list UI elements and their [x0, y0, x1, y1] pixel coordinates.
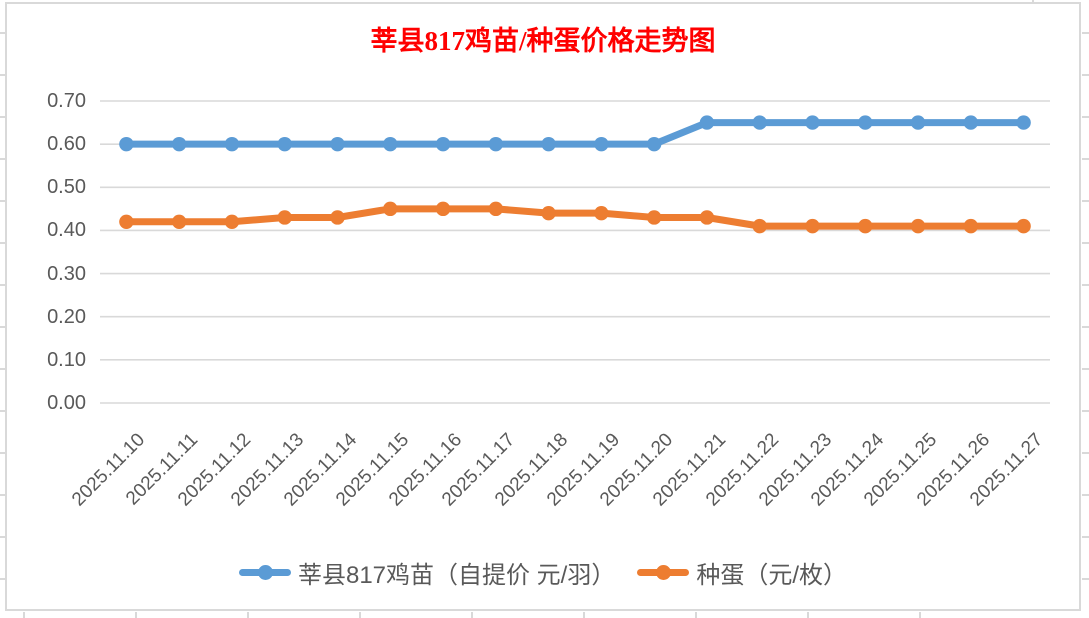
data-point [435, 201, 451, 217]
data-point [171, 136, 187, 152]
data-point [541, 136, 556, 152]
legend-item-1: 种蛋（元/枚） [637, 555, 847, 590]
data-point [277, 210, 292, 225]
data-point [488, 201, 504, 217]
legend-label: 莘县817鸡苗（自提价 元/羽） [297, 561, 616, 589]
data-point [699, 115, 715, 130]
data-point [752, 218, 767, 234]
data-point [224, 136, 240, 152]
y-tick-label: 0.20 [47, 305, 86, 328]
y-tick-label: 0.40 [47, 219, 86, 242]
data-point [119, 136, 134, 152]
data-point [594, 205, 609, 221]
chart-title: 莘县817鸡苗/种蛋价格走势图 [370, 26, 716, 56]
price-trend-chart[interactable]: 莘县817鸡苗/种蛋价格走势图 0.00 0.10 0.20 0.30 0.40 0.50… [5, 2, 1081, 611]
y-tick-label: 0.30 [47, 262, 86, 285]
data-point [1016, 115, 1031, 130]
data-point [699, 210, 715, 225]
data-point [488, 136, 504, 152]
data-point [646, 136, 662, 152]
data-point [435, 136, 451, 152]
worksheet-row-lines-right [1082, 0, 1089, 612]
data-point [383, 136, 398, 152]
data-point [646, 210, 662, 225]
series-line-1 [122, 205, 1028, 230]
data-point [171, 214, 187, 229]
data-point [963, 218, 979, 234]
data-point [910, 115, 926, 130]
legend-marker-icon [238, 564, 291, 580]
worksheet-column-lines-bottom [0, 612, 1089, 618]
data-point [119, 214, 134, 229]
legend-label: 种蛋（元/枚） [696, 561, 848, 589]
data-point [752, 115, 767, 130]
data-point [277, 136, 292, 152]
data-point [594, 136, 609, 152]
data-point [963, 115, 979, 130]
data-point [383, 201, 398, 217]
data-point [858, 115, 873, 130]
data-point [1016, 218, 1031, 234]
y-tick-label: 0.00 [47, 392, 86, 414]
legend-marker-icon [637, 564, 690, 580]
data-point [224, 214, 240, 229]
data-point [858, 218, 873, 234]
legend: 莘县817鸡苗（自提价 元/羽） 种蛋（元/枚） [7, 554, 1079, 590]
y-tick-label: 0.50 [47, 176, 86, 199]
data-point [330, 136, 345, 152]
data-point [330, 210, 345, 225]
data-point [541, 205, 556, 221]
data-point [805, 115, 820, 130]
series-line-0 [122, 119, 1028, 148]
legend-item-0: 莘县817鸡苗（自提价 元/羽） [238, 555, 616, 590]
y-tick-label: 0.10 [47, 348, 86, 371]
plot-area [100, 100, 1050, 404]
y-tick-label: 0.70 [47, 90, 86, 112]
data-point [805, 218, 820, 234]
data-point [910, 218, 926, 234]
y-tick-label: 0.60 [47, 133, 86, 156]
